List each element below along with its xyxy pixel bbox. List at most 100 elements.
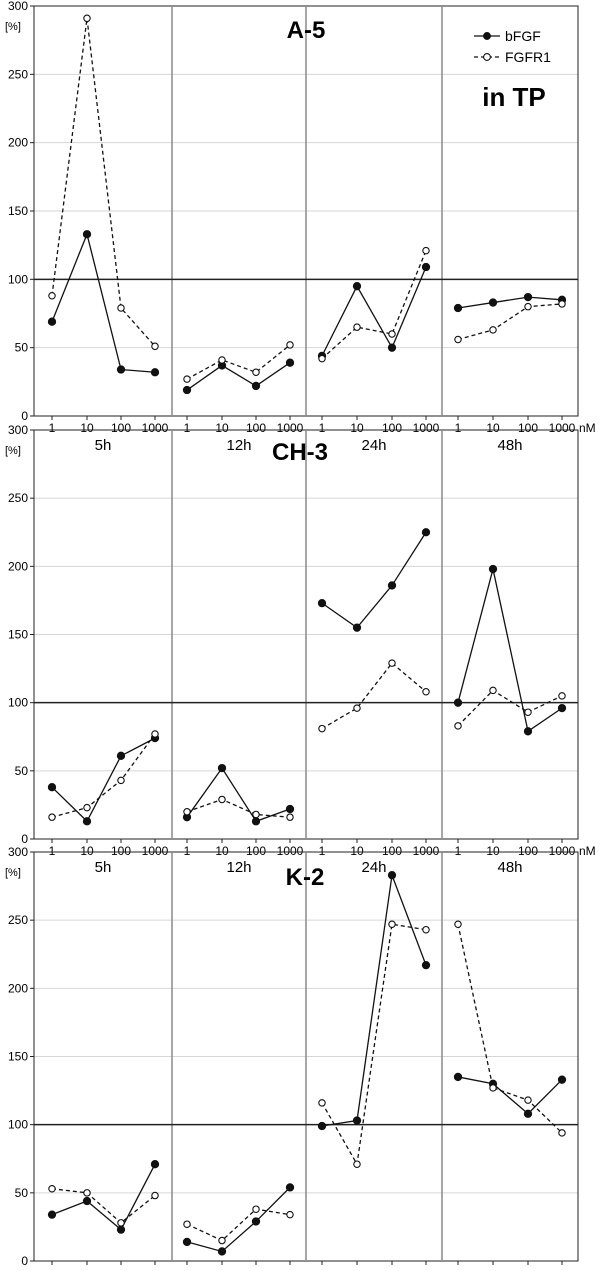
data-point-bfgf: [82, 230, 92, 239]
data-point-fgfr1: [454, 920, 462, 929]
data-point-fgfr1: [151, 342, 159, 351]
data-point-bfgf: [557, 1075, 567, 1084]
x-tick-label: 100: [518, 421, 538, 435]
data-point-fgfr1: [252, 1205, 260, 1213]
time-label: 5h: [95, 437, 112, 454]
data-point-bfgf: [317, 598, 327, 608]
data-point-bfgf: [387, 581, 397, 590]
y-tick-label: 300: [8, 423, 28, 437]
data-point-fgfr1: [318, 724, 326, 733]
data-point-fgfr1: [558, 1129, 566, 1137]
y-tick-label: 50: [15, 341, 29, 355]
data-point-bfgf: [453, 698, 463, 707]
x-tick-label: 10: [486, 421, 500, 435]
data-point-fgfr1: [117, 304, 125, 312]
data-point-fgfr1: [151, 1191, 159, 1200]
x-unit-label: nM: [579, 421, 596, 435]
x-tick-label: 100: [382, 844, 402, 858]
x-tick-label: 10: [215, 421, 229, 435]
series-line-fgfr1: [457, 303, 563, 341]
data-point-bfgf: [47, 783, 57, 792]
data-point-bfgf: [285, 804, 295, 814]
x-tick-label: 10: [350, 421, 364, 435]
data-point-bfgf: [557, 703, 567, 713]
data-point-fgfr1: [353, 704, 361, 712]
data-point-fgfr1: [524, 1096, 532, 1104]
time-label: 48h: [497, 437, 522, 454]
data-point-bfgf: [82, 817, 92, 826]
data-point-bfgf: [523, 727, 533, 736]
data-point-fgfr1: [218, 356, 226, 364]
y-tick-label: 100: [8, 272, 28, 286]
series-line-bfgf: [51, 232, 156, 373]
data-point-bfgf: [317, 1121, 327, 1131]
time-label: 12h: [226, 859, 251, 876]
x-tick-label: 1: [455, 421, 462, 435]
x-tick-label: 100: [111, 844, 131, 858]
series-line-fgfr1: [51, 18, 156, 347]
series-line-bfgf: [457, 568, 563, 733]
data-point-fgfr1: [558, 692, 566, 700]
data-point-bfgf: [488, 298, 498, 307]
data-point-fgfr1: [422, 925, 430, 934]
series-line-fgfr1: [457, 689, 563, 727]
x-tick-label: 100: [246, 844, 266, 858]
x-tick-label: 1000: [277, 844, 304, 858]
data-point-bfgf: [47, 1210, 57, 1219]
y-tick-label: 250: [8, 491, 28, 505]
data-point-fgfr1: [183, 375, 191, 383]
legend-label-fgfr1: FGFR1: [505, 49, 551, 65]
time-label: 24h: [361, 437, 386, 454]
panel-title: A-5: [287, 17, 326, 44]
y-tick-label: 300: [8, 845, 28, 859]
data-point-bfgf: [453, 1072, 463, 1082]
data-point-fgfr1: [318, 1099, 326, 1107]
data-point-fgfr1: [388, 659, 396, 667]
data-point-bfgf: [523, 1109, 533, 1118]
series-line-fgfr1: [321, 923, 427, 1167]
y-tick-label: 300: [8, 0, 28, 13]
data-point-fgfr1: [489, 1084, 497, 1092]
series-line-bfgf: [51, 737, 156, 823]
data-point-fgfr1: [524, 708, 532, 716]
data-point-bfgf: [421, 262, 431, 272]
data-point-bfgf: [285, 358, 295, 367]
data-point-bfgf: [352, 1116, 362, 1125]
data-point-fgfr1: [489, 326, 497, 334]
x-tick-label: 10: [80, 844, 94, 858]
legend-label-bfgf: bFGF: [505, 28, 541, 44]
x-tick-label: 1000: [277, 421, 304, 435]
data-point-bfgf: [116, 365, 126, 374]
data-point-bfgf: [453, 303, 463, 313]
x-tick-label: 1000: [142, 844, 169, 858]
series-line-fgfr1: [51, 733, 156, 818]
time-label: 48h: [497, 859, 522, 876]
y-tick-label: 200: [8, 559, 28, 573]
x-tick-label: 1000: [549, 844, 576, 858]
series-line-bfgf: [457, 296, 563, 309]
x-tick-label: 100: [246, 421, 266, 435]
series-line-bfgf: [321, 874, 427, 1127]
data-point-fgfr1: [558, 300, 566, 308]
x-unit-label: nM: [579, 844, 596, 858]
x-tick-label: 100: [111, 421, 131, 435]
data-point-fgfr1: [454, 722, 462, 730]
data-point-fgfr1: [218, 1236, 226, 1245]
data-point-fgfr1: [183, 807, 191, 816]
data-point-fgfr1: [286, 813, 294, 821]
data-point-fgfr1: [286, 1210, 294, 1219]
x-tick-label: 1: [49, 844, 56, 858]
x-tick-label: 10: [486, 844, 500, 858]
x-tick-label: 100: [518, 844, 538, 858]
y-tick-label: 150: [8, 1050, 28, 1064]
series-line-bfgf: [51, 1163, 156, 1231]
x-tick-label: 1000: [142, 421, 169, 435]
data-point-fgfr1: [48, 1184, 56, 1193]
x-tick-label: 1: [49, 421, 56, 435]
legend-marker-fgfr1: [483, 53, 491, 61]
y-tick-label: 100: [8, 696, 28, 710]
series-line-fgfr1: [457, 924, 563, 1134]
series-line-fgfr1: [321, 662, 427, 730]
series-line-bfgf: [186, 766, 291, 823]
series-line-fgfr1: [186, 344, 291, 380]
